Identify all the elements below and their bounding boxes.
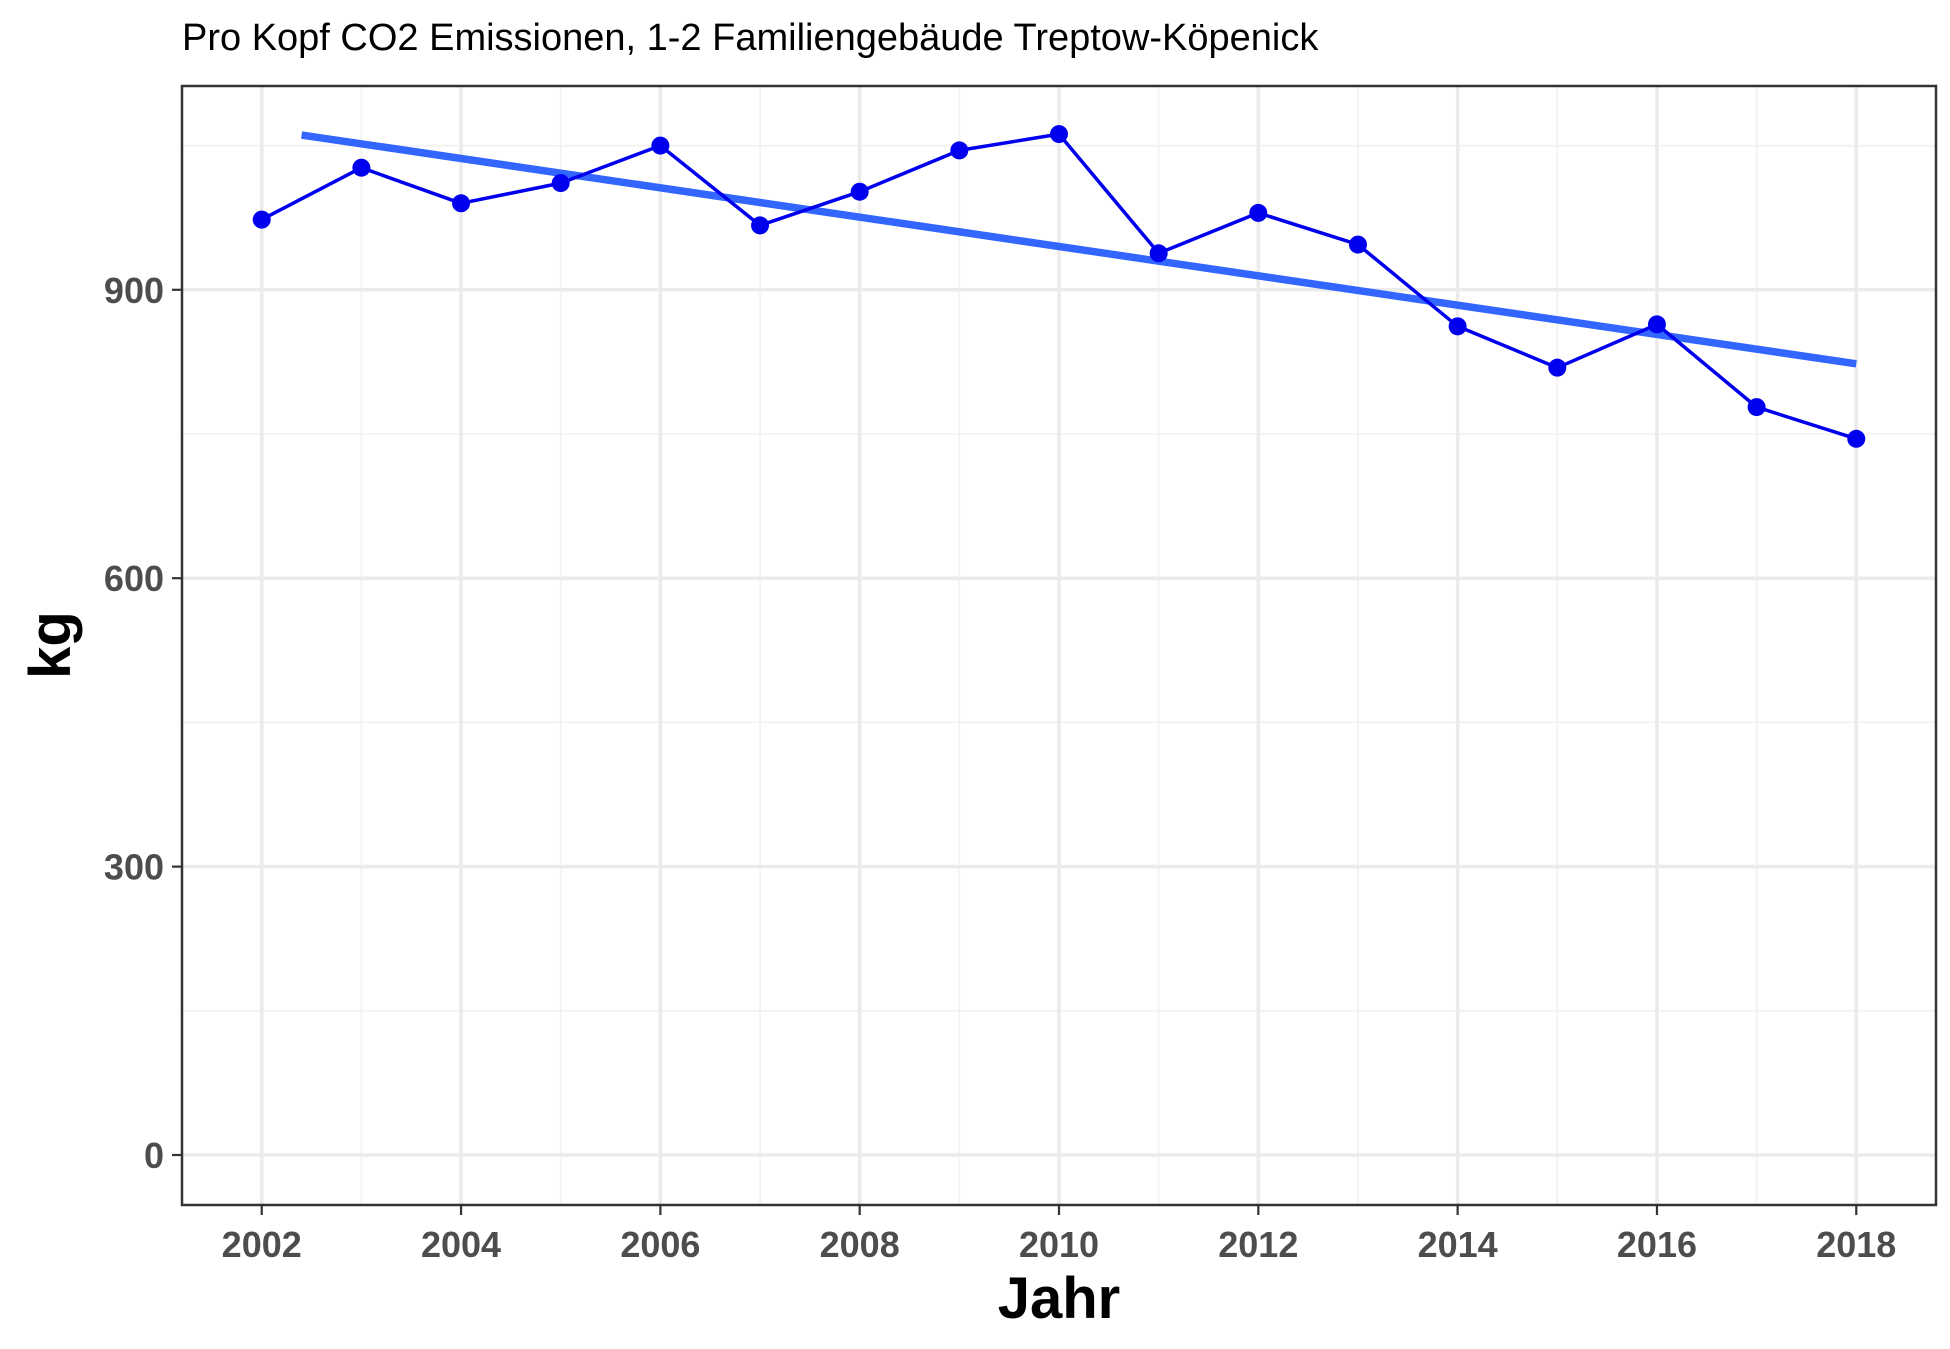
- x-tick-label: 2010: [1019, 1224, 1099, 1265]
- y-tick-label: 0: [144, 1135, 164, 1176]
- data-point: [1348, 235, 1367, 254]
- data-point: [1548, 358, 1567, 377]
- x-tick-label: 2004: [421, 1224, 501, 1265]
- x-tick-label: 2014: [1418, 1224, 1498, 1265]
- x-tick-label: 2018: [1816, 1224, 1896, 1265]
- chart-title: Pro Kopf CO2 Emissionen, 1-2 Familiengeb…: [182, 17, 1319, 59]
- x-tick-label: 2016: [1617, 1224, 1697, 1265]
- trend-line: [301, 131, 1857, 368]
- y-tick-label: 900: [104, 270, 164, 311]
- data-point: [1149, 244, 1168, 263]
- trend: [301, 131, 1857, 368]
- grid: [182, 86, 1936, 1205]
- y-tick-label: 600: [104, 558, 164, 599]
- series: [252, 125, 1866, 448]
- data-point: [252, 210, 271, 229]
- x-tick-label: 2008: [820, 1224, 900, 1265]
- data-point: [651, 136, 670, 155]
- x-tick-label: 2002: [222, 1224, 302, 1265]
- y-axis-title: kg: [18, 611, 83, 679]
- data-point: [1847, 429, 1866, 448]
- data-point: [452, 194, 471, 213]
- x-tick-label: 2012: [1218, 1224, 1298, 1265]
- x-axis-title: Jahr: [998, 1266, 1121, 1331]
- data-point: [1249, 203, 1268, 222]
- data-point: [751, 216, 770, 235]
- data-point: [1647, 315, 1666, 334]
- data-point: [1448, 317, 1467, 336]
- data-point: [1050, 125, 1068, 144]
- data-point: [352, 158, 371, 177]
- data-point: [1747, 398, 1766, 417]
- data-point: [950, 141, 969, 160]
- axes: 2002 2004 2006 2008 2010 2012 2014 2016 2018 0 300…: [104, 270, 1896, 1265]
- data-point: [551, 174, 570, 193]
- data-point: [850, 182, 869, 201]
- y-tick-label: 300: [104, 847, 164, 888]
- x-tick-label: 2006: [620, 1224, 700, 1265]
